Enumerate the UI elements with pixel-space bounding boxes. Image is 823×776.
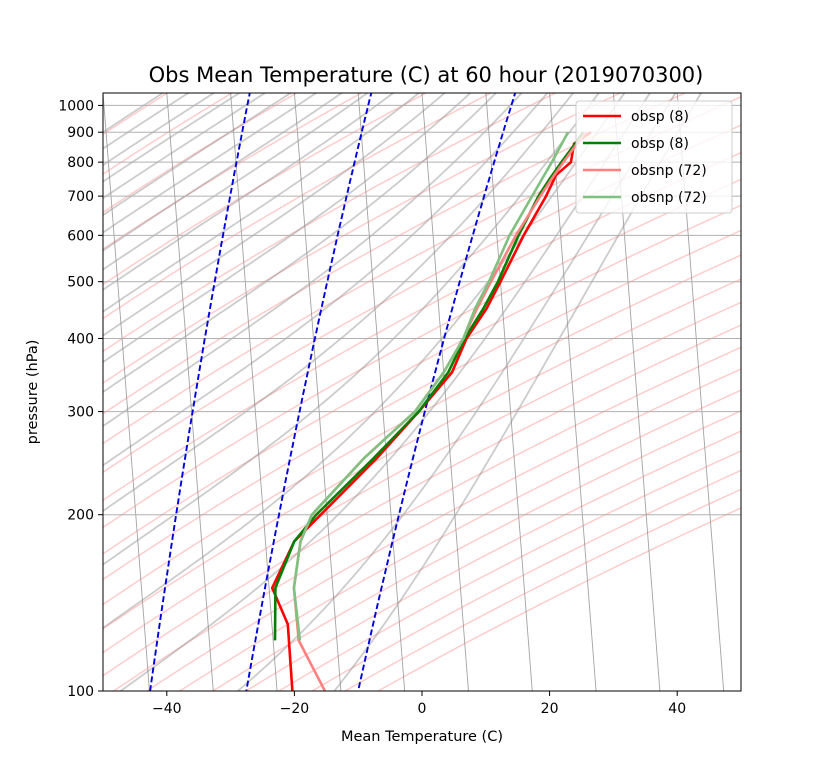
legend-box — [575, 100, 733, 214]
legend-label: obsp (8) — [631, 109, 689, 125]
dry-adiabat-line — [103, 178, 741, 529]
dry-adiabat-line — [103, 278, 741, 630]
isotherm-line — [103, 93, 150, 691]
y-tick-label: 500 — [67, 275, 94, 291]
isotherm-line — [357, 93, 406, 691]
y-tick-label: 700 — [67, 189, 94, 205]
isotherm-line — [549, 93, 597, 691]
x-axis: −40 −20 0 20 40 — [152, 691, 686, 717]
x-tick-label: 20 — [541, 701, 559, 717]
dry-adiabat-line — [112, 346, 741, 691]
plot-area — [103, 93, 741, 691]
legend: obsp (8) obsp (8) obsnp (72) obsnp (72) — [575, 100, 733, 214]
dry-adiabat-line — [145, 368, 741, 691]
y-tick-label: 600 — [67, 228, 94, 244]
mixing-ratio-line — [357, 93, 517, 691]
x-tick-label: −40 — [152, 701, 182, 717]
y-tick-label: 1000 — [58, 98, 94, 114]
x-axis-label: Mean Temperature (C) — [341, 729, 503, 745]
y-tick-label: 300 — [67, 405, 94, 421]
legend-label: obsp (8) — [631, 136, 689, 152]
y-tick-label: 400 — [67, 331, 94, 347]
dry-adiabat-line — [103, 204, 741, 555]
y-axis-label: pressure (hPa) — [25, 340, 41, 445]
dry-adiabat-line — [103, 254, 741, 606]
y-tick-label: 800 — [67, 155, 94, 171]
dry-adiabat-line — [211, 410, 741, 691]
dry-adiabat-line — [277, 450, 741, 691]
y-axis: 100 200 300 400 500 600 700 800 900 1000 — [58, 98, 103, 700]
dry-adiabat-line — [244, 430, 741, 691]
x-tick-label: 40 — [668, 701, 686, 717]
dry-adiabats — [103, 93, 741, 691]
dry-adiabat-line — [103, 301, 741, 654]
y-tick-label: 100 — [67, 684, 94, 700]
isotherm-line — [421, 93, 469, 691]
legend-label: obsnp (72) — [631, 163, 707, 179]
mixing-ratio-line — [245, 93, 373, 691]
isotherm-line — [293, 93, 342, 691]
dry-adiabat-line — [178, 389, 741, 691]
isotherm-line — [230, 93, 278, 691]
y-tick-label: 200 — [67, 508, 94, 524]
x-tick-label: 0 — [418, 701, 427, 717]
isotherm-line — [166, 93, 214, 691]
mixing-ratio-lines — [149, 93, 517, 691]
dry-adiabat-line — [103, 229, 741, 581]
y-tick-label: 900 — [67, 125, 94, 141]
series-lines — [270, 131, 592, 691]
mixing-ratio-line — [149, 93, 251, 691]
isotherm-line — [485, 93, 533, 691]
legend-label: obsnp (72) — [631, 190, 707, 206]
series-line — [292, 131, 570, 641]
chart-title: Obs Mean Temperature (C) at 60 hour (201… — [149, 63, 704, 87]
dry-adiabat-line — [103, 151, 741, 502]
dry-adiabat-line — [103, 324, 741, 677]
x-tick-label: −20 — [280, 701, 310, 717]
